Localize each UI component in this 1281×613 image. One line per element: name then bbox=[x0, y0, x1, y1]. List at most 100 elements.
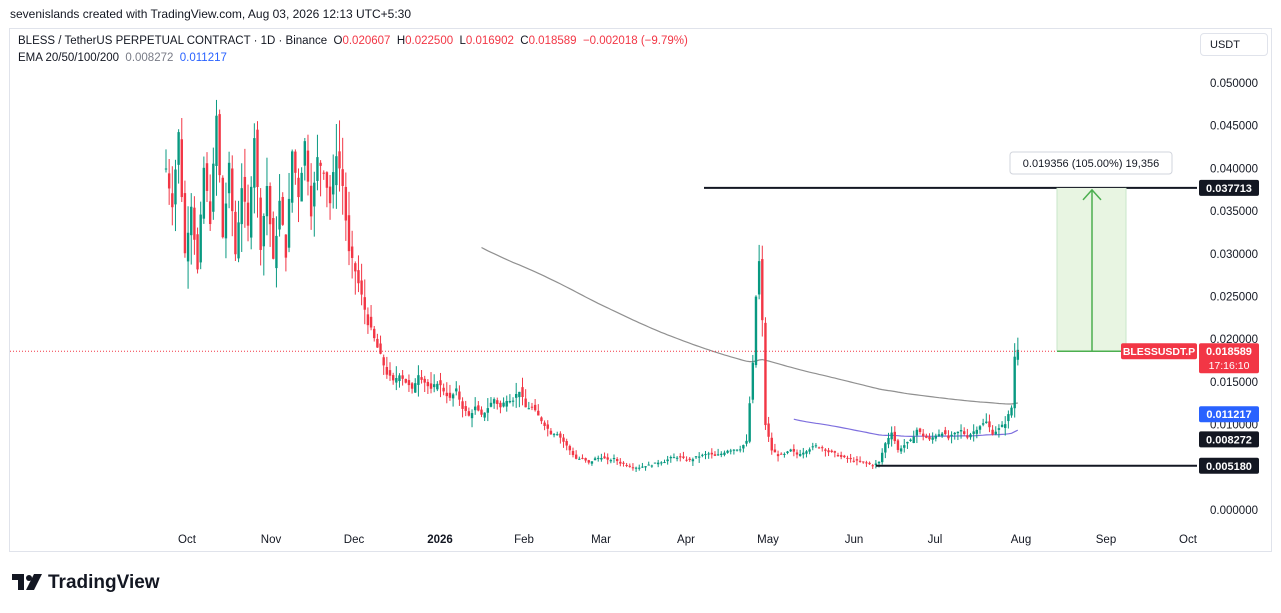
resistance-price-tag: 0.037713 bbox=[1206, 183, 1252, 195]
candle-body bbox=[773, 449, 777, 453]
candle-body bbox=[884, 443, 887, 453]
candle-body bbox=[723, 452, 726, 455]
candle-body bbox=[915, 429, 919, 436]
candle-body bbox=[985, 421, 988, 423]
candle-body bbox=[174, 169, 177, 205]
candle-body bbox=[675, 457, 679, 459]
candle-body bbox=[963, 431, 966, 434]
candle-body bbox=[574, 454, 578, 459]
candle-body bbox=[716, 454, 720, 456]
x-axis-tick-label: Jun bbox=[845, 534, 864, 546]
candle-body bbox=[186, 232, 190, 262]
candle-body bbox=[338, 151, 341, 169]
candle-body bbox=[877, 461, 881, 464]
candle-body bbox=[442, 387, 445, 392]
candle-body bbox=[795, 452, 799, 455]
candle-body bbox=[606, 457, 609, 460]
candle-body bbox=[303, 141, 307, 166]
candle-body bbox=[811, 446, 814, 448]
candle-body bbox=[701, 454, 704, 456]
tradingview-logo[interactable]: TradingView bbox=[12, 572, 160, 594]
candle-body bbox=[663, 462, 666, 464]
candle-body bbox=[909, 439, 912, 441]
candle-body bbox=[246, 202, 250, 226]
candle-body bbox=[502, 402, 505, 407]
candle-body bbox=[862, 461, 865, 463]
chart-frame[interactable] bbox=[9, 28, 1272, 552]
candle-body bbox=[341, 169, 344, 186]
candle-body bbox=[612, 458, 616, 460]
x-axis-tick-label: Feb bbox=[514, 534, 534, 546]
candle-body bbox=[436, 383, 439, 390]
candle-body bbox=[234, 211, 237, 255]
y-axis-tick-label: 0.030000 bbox=[1210, 249, 1258, 261]
candle-body bbox=[224, 203, 228, 239]
candle-body bbox=[710, 452, 714, 455]
measure-label-box bbox=[1009, 151, 1173, 175]
candle-body bbox=[199, 214, 202, 263]
candle-body bbox=[515, 394, 518, 398]
candle-body bbox=[950, 434, 953, 437]
x-axis-tick-label: Oct bbox=[1179, 534, 1198, 546]
candle-body bbox=[839, 455, 843, 457]
candle-body bbox=[903, 445, 906, 448]
candle-body bbox=[707, 453, 710, 455]
candle-body bbox=[634, 467, 638, 469]
candle-body bbox=[669, 457, 672, 459]
candle-body bbox=[827, 450, 830, 453]
ema-gray-price-tag: 0.008272 bbox=[1206, 434, 1252, 446]
candle-body bbox=[688, 458, 691, 460]
candle-body bbox=[549, 430, 553, 435]
candle-body bbox=[562, 437, 565, 442]
candle-body bbox=[761, 259, 764, 321]
candle-body bbox=[767, 423, 770, 437]
candle-body bbox=[177, 132, 180, 165]
candle-body bbox=[628, 465, 631, 467]
legend-low: 0.016902 bbox=[465, 35, 514, 47]
candle-body bbox=[278, 200, 281, 230]
candle-body bbox=[212, 163, 215, 212]
candle-body bbox=[401, 375, 404, 379]
candle-body bbox=[313, 182, 316, 207]
candle-body bbox=[215, 115, 218, 166]
candle-body bbox=[325, 172, 329, 188]
x-axis-tick-label: Apr bbox=[677, 534, 695, 546]
candle-body bbox=[918, 428, 922, 433]
candle-body bbox=[868, 462, 871, 465]
candle-body bbox=[603, 456, 606, 459]
candle-body bbox=[978, 426, 982, 430]
y-axis-tick-label: 0.040000 bbox=[1210, 163, 1258, 175]
candle-body bbox=[817, 447, 821, 449]
candle-body bbox=[751, 362, 755, 400]
candle-body bbox=[609, 460, 613, 462]
candle-body bbox=[644, 466, 647, 468]
candle-body bbox=[445, 392, 448, 397]
candle-body bbox=[461, 401, 464, 409]
candle-body bbox=[486, 408, 490, 413]
candle-body bbox=[568, 446, 572, 451]
candle-body bbox=[956, 431, 960, 434]
candle-body bbox=[745, 440, 748, 444]
candle-body bbox=[805, 451, 808, 454]
candle-body bbox=[890, 432, 893, 440]
candle-body bbox=[991, 429, 994, 435]
candle-body bbox=[833, 451, 837, 453]
candle-body bbox=[742, 445, 745, 449]
candle-body bbox=[249, 186, 253, 238]
candle-body bbox=[360, 280, 363, 295]
x-axis-tick-label: Sep bbox=[1096, 534, 1116, 546]
y-axis-tick-label: 0.050000 bbox=[1210, 78, 1258, 90]
candle-body bbox=[697, 456, 701, 458]
tradingview-brand: TradingView bbox=[48, 572, 160, 593]
candle-body bbox=[625, 464, 628, 466]
candle-body bbox=[581, 457, 584, 459]
candle-body bbox=[556, 434, 559, 436]
legend-low-label: L bbox=[459, 35, 466, 47]
candle-body bbox=[467, 411, 471, 416]
candle-body bbox=[780, 453, 783, 455]
legend-ema-value-2: 0.011217 bbox=[179, 52, 227, 64]
candle-body bbox=[798, 454, 802, 456]
measure-arrow-head bbox=[1082, 188, 1102, 201]
currency-button[interactable]: USDT bbox=[1200, 33, 1268, 56]
